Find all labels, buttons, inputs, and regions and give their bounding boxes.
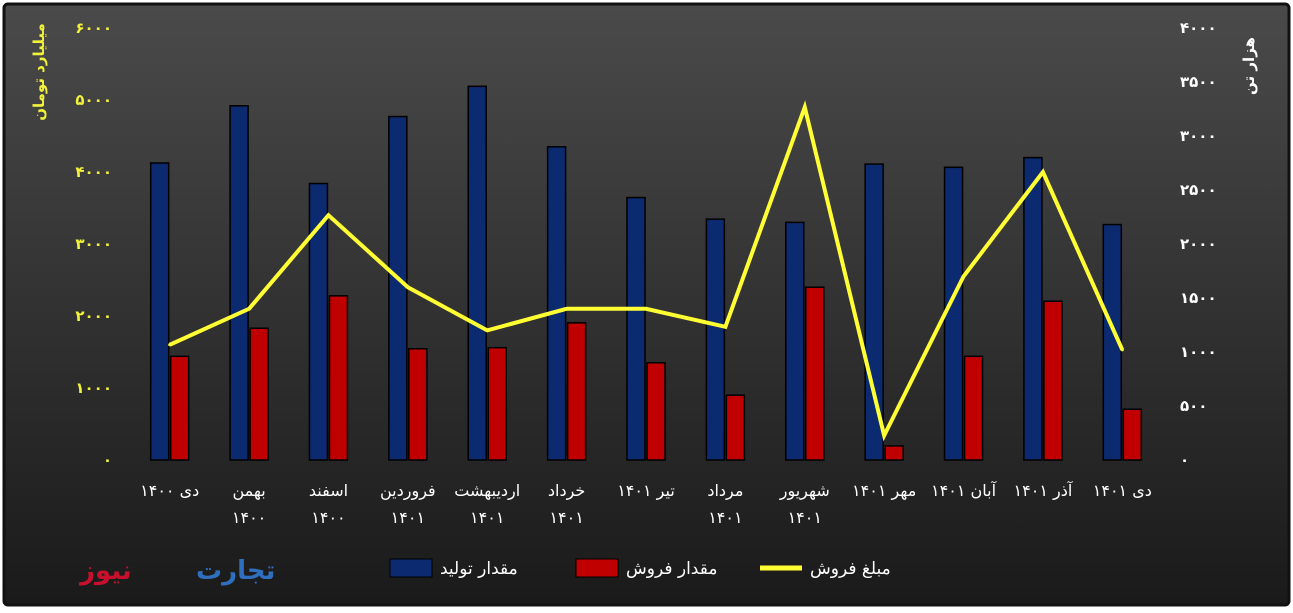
right-axis-tick-label: ۰ — [1180, 451, 1189, 469]
left-axis-tick-label: ۰ — [103, 451, 112, 469]
bar-production — [705, 218, 726, 461]
legend: مقدار تولید مقدار فروش مبلغ فروش — [389, 558, 891, 579]
bar-sales-quantity — [725, 394, 746, 461]
category-label: دی ۱۴۰۱ — [1093, 481, 1152, 500]
bar-production — [308, 182, 329, 461]
category-label: خرداد — [548, 481, 585, 501]
category-label: شهریور — [779, 481, 830, 501]
category-label: مرداد — [707, 481, 743, 501]
bar-sales-quantity — [408, 348, 428, 461]
bar-production — [149, 162, 170, 461]
bar-production — [626, 196, 646, 461]
legend-label: مبلغ فروش — [810, 559, 891, 579]
bar-production — [864, 163, 884, 461]
category-label: بهمن — [232, 481, 265, 501]
legend-swatch — [389, 558, 433, 578]
bar-sales-quantity — [963, 355, 984, 461]
bar-production — [943, 166, 964, 461]
bar-sales-quantity — [566, 322, 587, 461]
brand-logo: تجارت نیوز — [78, 556, 275, 586]
category-label: ۱۴۰۱ — [391, 508, 425, 527]
bar-sales-quantity — [646, 362, 666, 461]
right-axis: ۰ ۵۰۰ ۱۰۰۰ ۱۵۰۰ ۲۰۰۰ ۲۵۰۰ ۳۰۰۰ ۳۵۰۰ ۴۰۰۰ — [1180, 19, 1217, 469]
category-label: اردیبهشت — [454, 481, 520, 501]
line-point-sales-amount — [882, 434, 886, 438]
legend-label: مقدار تولید — [440, 559, 518, 579]
line-point-sales-amount — [565, 307, 569, 311]
bar-production — [467, 85, 487, 461]
bar-production — [1023, 156, 1043, 461]
brand-logo-text-blue: تجارت — [196, 556, 275, 586]
left-axis-tick-label: ۴۰۰۰ — [75, 163, 112, 181]
right-axis-tick-label: ۲۰۰۰ — [1180, 235, 1217, 253]
bar-production — [229, 105, 249, 461]
category-label: تیر ۱۴۰۱ — [617, 481, 675, 501]
left-axis: ۰ ۱۰۰۰ ۲۰۰۰ ۳۰۰۰ ۴۰۰۰ ۵۰۰۰ ۶۰۰۰ — [75, 19, 112, 469]
right-axis-tick-label: ۵۰۰ — [1180, 397, 1207, 415]
category-label: دی ۱۴۰۰ — [140, 481, 199, 500]
left-axis-tick-label: ۳۰۰۰ — [75, 235, 112, 253]
bar-production — [1102, 223, 1123, 461]
category-label: ۱۴۰۱ — [788, 508, 822, 527]
left-axis-tick-label: ۵۰۰۰ — [75, 91, 112, 109]
bar-sales-quantity — [328, 295, 349, 461]
legend-label: مقدار فروش — [626, 559, 717, 579]
bar-sales-quantity — [249, 327, 269, 461]
bar-sales-quantity — [1043, 300, 1063, 461]
bar-production — [546, 146, 567, 461]
right-axis-tick-label: ۱۰۰۰ — [1180, 343, 1217, 361]
line-point-sales-amount — [644, 307, 648, 311]
bar-sales-quantity — [487, 346, 507, 461]
left-axis-tick-label: ۱۰۰۰ — [75, 379, 112, 397]
bar-series — [149, 85, 1143, 461]
line-point-sales-amount — [247, 307, 251, 311]
category-label: ۱۴۰۰ — [232, 508, 266, 527]
category-label: ۱۴۰۱ — [708, 508, 742, 527]
legend-swatch — [575, 558, 619, 578]
category-label: ۱۴۰۱ — [549, 508, 583, 527]
right-axis-tick-label: ۱۵۰۰ — [1180, 289, 1217, 307]
left-axis-title: میلیارد تومان — [30, 23, 48, 121]
right-axis-tick-label: ۳۵۰۰ — [1180, 73, 1217, 91]
left-axis-tick-label: ۲۰۰۰ — [75, 307, 112, 325]
right-axis-tick-label: ۳۰۰۰ — [1180, 127, 1217, 145]
left-axis-tick-label: ۶۰۰۰ — [75, 19, 112, 37]
right-axis-title: هزار تن — [1240, 37, 1258, 95]
bar-sales-quantity — [1122, 408, 1143, 461]
right-axis-tick-label: ۴۰۰۰ — [1180, 19, 1217, 37]
line-point-sales-amount — [803, 105, 807, 109]
line-point-sales-amount — [962, 274, 966, 278]
line-point-sales-amount — [1041, 170, 1045, 174]
line-point-sales-amount — [723, 325, 727, 329]
line-series — [168, 100, 1125, 442]
category-labels: دی ۱۴۰۰ بهمن ۱۴۰۰ اسفند ۱۴۰۰ فروردین ۱۴۰۱ اردیب… — [140, 481, 1152, 527]
line-point-sales-amount — [406, 285, 410, 289]
bar-production — [785, 221, 805, 461]
category-label: اسفند — [309, 481, 348, 500]
right-axis-tick-label: ۲۵۰۰ — [1180, 181, 1217, 199]
line-point-sales-amount — [326, 213, 330, 217]
category-label: ۱۴۰۰ — [311, 508, 345, 527]
bar-sales-quantity — [884, 445, 904, 461]
category-label: فروردین — [380, 481, 436, 501]
line-point-sales-amount — [485, 328, 489, 332]
line-point-sales-amount — [168, 343, 172, 347]
line-point-sales-amount — [1120, 348, 1124, 352]
bar-production — [388, 115, 408, 461]
category-label: آبان ۱۴۰۱ — [931, 481, 998, 500]
category-label: ۱۴۰۱ — [470, 508, 504, 527]
bar-sales-quantity — [805, 286, 825, 461]
brand-logo-text-red: نیوز — [78, 556, 132, 586]
bar-sales-quantity — [169, 355, 190, 461]
category-label: آذر ۱۴۰۱ — [1014, 481, 1074, 501]
category-label: مهر ۱۴۰۱ — [852, 481, 916, 501]
